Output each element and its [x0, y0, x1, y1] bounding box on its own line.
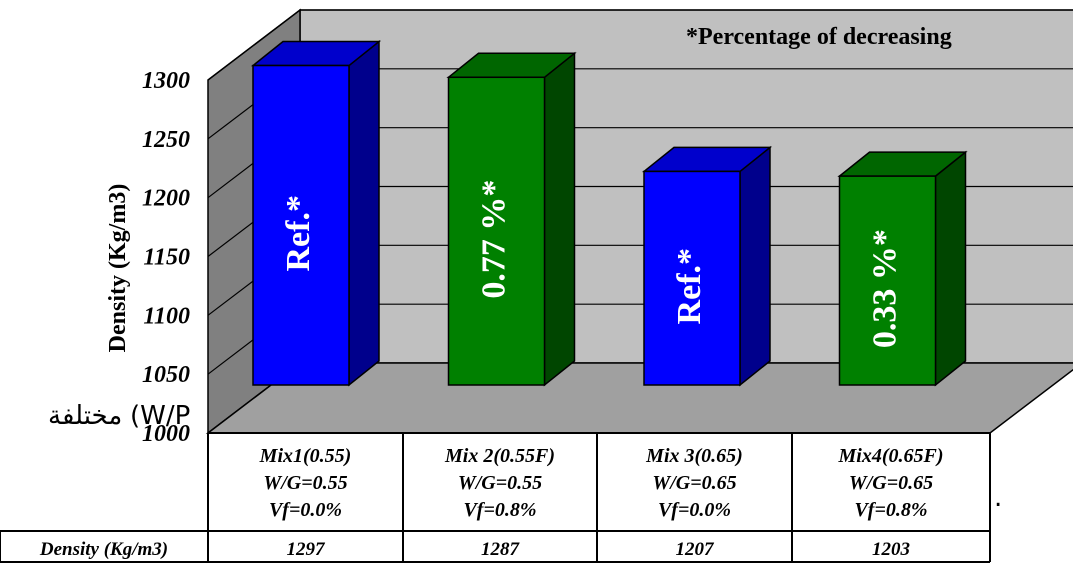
table-value-cell: 1203	[872, 539, 910, 560]
bars: Ref.* 0.77 %* Ref.* 0.33 %*	[250, 39, 968, 387]
table-value-cell: 1207	[676, 539, 716, 560]
bar-front	[643, 170, 741, 386]
category-label: Mix4(0.65F)	[838, 445, 944, 467]
bar-2: 0.77 %*	[446, 51, 577, 387]
category-label: W/G=0.65	[652, 472, 736, 494]
bar-label: 0.77 %*	[475, 180, 512, 299]
category-label: Vf=0.0%	[658, 499, 731, 521]
bar-1: Ref.*	[250, 39, 382, 387]
stray-dot: .	[994, 483, 1002, 513]
bar-3: Ref.*	[641, 145, 773, 387]
category-label: W/G=0.55	[263, 472, 347, 494]
data-table: Mix1(0.55) W/G=0.55 Vf=0.0% 1297 Mix 2(0.55F…	[0, 432, 991, 563]
category-label: Mix1(0.55)	[259, 445, 352, 467]
bar-front	[447, 76, 546, 386]
y-tick-label: 1250	[142, 127, 190, 153]
category-label: W/G=0.55	[458, 472, 542, 494]
table-value-cell: 1297	[287, 539, 327, 560]
y-tick-labels: 1000 1050 1100 1150 1200 1250 1300	[142, 68, 190, 447]
bar-4: 0.33 %*	[837, 150, 968, 387]
bar-side	[934, 150, 967, 387]
table-row-label: Density (Kg/m3)	[39, 539, 168, 560]
bar-side	[543, 51, 576, 387]
y-tick-label: 1200	[142, 186, 190, 212]
stray-fragment-text: (W/P	[130, 401, 190, 431]
category-label: Vf=0.0%	[269, 499, 342, 521]
bar-front	[838, 175, 937, 386]
y-tick-label: 1000	[142, 421, 190, 447]
bar-label: Ref.*	[280, 195, 317, 271]
bar-front	[252, 64, 350, 386]
y-tick-label: 1300	[142, 68, 190, 94]
bar-label: 0.33 %*	[866, 229, 903, 348]
y-tick-label: 1100	[143, 303, 190, 329]
category-label: Vf=0.8%	[463, 499, 536, 521]
category-label: Mix 2(0.55F)	[444, 445, 555, 467]
bar-side	[739, 145, 771, 387]
stray-arabic-text: مختلفة	[48, 401, 122, 431]
bar-side	[348, 39, 380, 387]
table-value-cell: 1287	[481, 539, 521, 560]
y-axis-label: Density (Kg/m3)	[105, 184, 131, 353]
bar-label: Ref.*	[671, 248, 708, 324]
annotation-note: *Percentage of decreasing	[686, 24, 952, 50]
category-label: Mix 3(0.65)	[645, 445, 743, 467]
y-tick-label: 1150	[143, 245, 190, 271]
y-tick-label: 1050	[142, 362, 190, 388]
category-label: W/G=0.65	[849, 472, 933, 494]
category-label: Vf=0.8%	[854, 499, 927, 521]
gridline-side	[207, 9, 301, 81]
